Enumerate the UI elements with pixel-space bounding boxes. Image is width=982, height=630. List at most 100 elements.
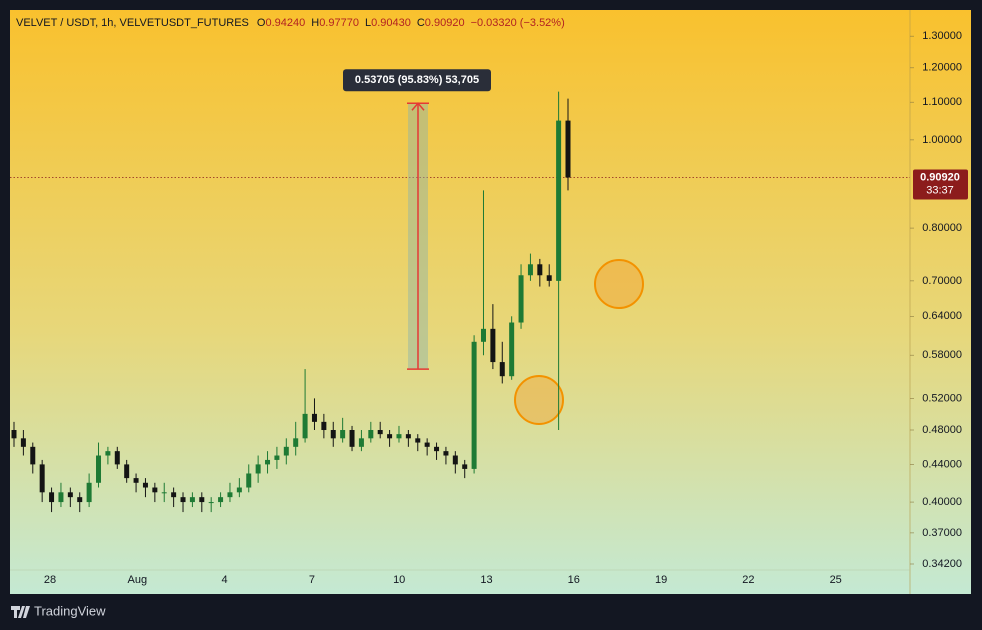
candle-body <box>199 497 205 503</box>
ohlc-value: 0.94240 <box>265 17 305 29</box>
last-price-box <box>913 169 968 200</box>
candle-body <box>293 438 299 447</box>
y-tick-label: 0.58000 <box>922 349 962 361</box>
candle-body <box>546 275 552 281</box>
candle-body <box>30 446 36 465</box>
candle-body <box>58 492 64 503</box>
candle-body <box>396 434 402 439</box>
candle-body <box>387 434 393 439</box>
candle-body <box>86 482 92 503</box>
candle-body <box>509 322 515 377</box>
candle-body <box>518 275 524 323</box>
ohlc-key: O <box>257 17 266 29</box>
ohlc-key: H <box>311 17 319 29</box>
x-tick-label: 19 <box>655 574 667 586</box>
candle-body <box>180 497 186 503</box>
candle-body <box>499 362 505 377</box>
chart-panel <box>10 10 971 594</box>
y-tick-label: 0.40000 <box>922 496 962 508</box>
candle-body <box>377 430 383 435</box>
y-tick-label: 0.70000 <box>922 275 962 287</box>
candle-body <box>265 459 271 465</box>
candle-body <box>537 264 543 276</box>
ohlc-value: 0.97770 <box>319 17 359 29</box>
candle-body <box>368 430 374 439</box>
candle-body <box>49 492 55 503</box>
x-tick-label: 22 <box>742 574 754 586</box>
x-tick-label: 28 <box>44 574 56 586</box>
y-tick-label: 1.00000 <box>922 134 962 146</box>
brand: TradingView <box>11 603 106 618</box>
candle-body <box>114 451 120 465</box>
candle-body <box>434 446 440 452</box>
candle-body <box>415 438 421 443</box>
candle-body <box>349 430 355 447</box>
candle-body <box>105 451 111 456</box>
candle-body <box>556 120 562 281</box>
y-tick-label: 0.44000 <box>922 458 962 470</box>
candle-body <box>358 438 364 447</box>
y-tick-label: 0.37000 <box>922 527 962 539</box>
candle-body <box>236 487 242 493</box>
highlight-circle <box>514 375 564 425</box>
candle-body <box>330 430 336 439</box>
candle-body <box>11 430 17 439</box>
candle-body <box>471 341 477 469</box>
change: −0.03320 (−3.52%) <box>471 17 565 29</box>
candle-body <box>67 492 73 498</box>
x-tick-label: 25 <box>830 574 842 586</box>
candle-body <box>274 455 280 460</box>
y-tick-label: 0.34200 <box>922 558 962 570</box>
ohlc-key: L <box>365 17 371 29</box>
candle-body <box>443 451 449 456</box>
candle-body <box>152 487 158 493</box>
highlight-circle <box>594 259 644 309</box>
candle-body <box>340 430 346 439</box>
last-price-label: 0.90920 <box>920 171 960 183</box>
ohlc-value: 0.90430 <box>371 17 411 29</box>
chart-title: VELVET / USDT, 1h, VELVETUSDT_FUTURES <box>16 17 249 29</box>
candle-body <box>171 492 177 498</box>
candle-body <box>96 455 102 483</box>
ohlc-key: C <box>417 17 425 29</box>
countdown: 33:37 <box>926 184 954 196</box>
measure-label: 0.53705 (95.83%) 53,705 <box>355 74 479 86</box>
candle-body <box>39 464 45 493</box>
candle-body <box>208 502 214 504</box>
candle-body <box>246 473 252 488</box>
x-tick-label: 16 <box>568 574 580 586</box>
x-tick-label: 4 <box>222 574 228 586</box>
candle-body <box>490 328 496 363</box>
candle-body <box>462 464 468 469</box>
y-tick-label: 0.48000 <box>922 424 962 436</box>
y-tick-label: 1.10000 <box>922 96 962 108</box>
candle-body <box>227 492 233 498</box>
y-tick-label: 0.64000 <box>922 310 962 322</box>
candle-body <box>311 413 317 422</box>
ohlc-value: 0.90920 <box>425 17 465 29</box>
x-tick-label: 10 <box>393 574 405 586</box>
candle-body <box>142 482 148 488</box>
brand-logo <box>11 606 30 618</box>
y-tick-label: 0.52000 <box>922 392 962 404</box>
candle-body <box>124 464 130 479</box>
x-tick-label: 13 <box>480 574 492 586</box>
candle-body <box>452 455 458 465</box>
y-tick-label: 1.30000 <box>922 30 962 42</box>
brand-name: TradingView <box>34 603 106 618</box>
candle-body <box>302 413 308 439</box>
candle-body <box>321 421 327 431</box>
candle-body <box>133 478 139 483</box>
candle-body <box>77 497 83 503</box>
candle-body <box>527 264 533 276</box>
candle-body <box>480 328 486 342</box>
y-tick-label: 1.20000 <box>922 62 962 74</box>
candle-body <box>161 492 167 494</box>
candle-body <box>283 446 289 456</box>
measure-arrowhead <box>411 102 425 111</box>
x-tick-label: Aug <box>128 574 148 586</box>
measure-label-box <box>343 69 491 92</box>
candle-body <box>405 434 411 439</box>
